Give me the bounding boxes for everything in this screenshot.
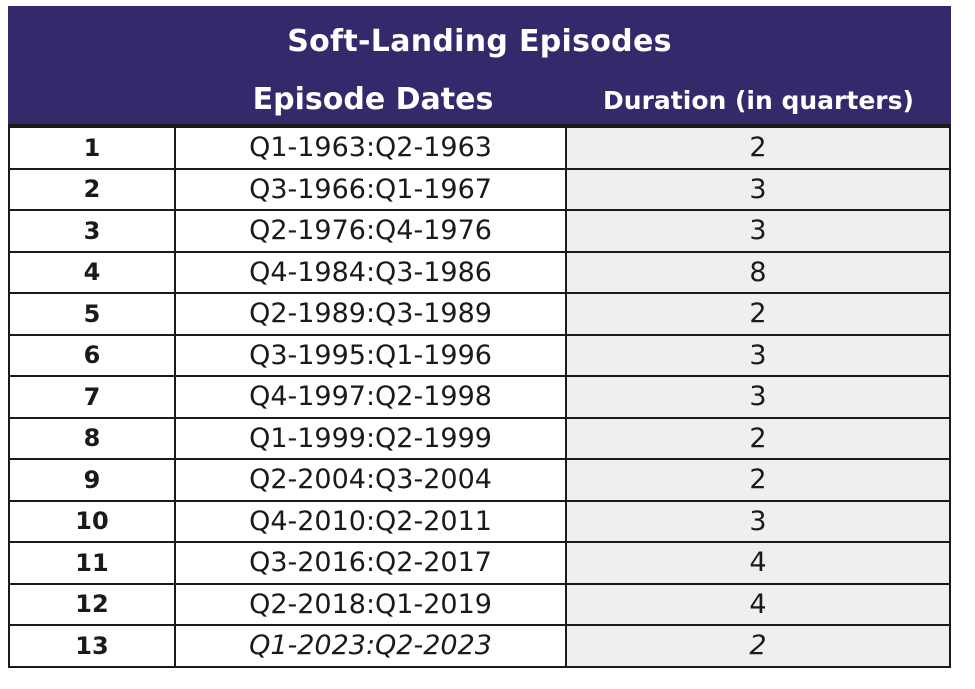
- episode-number-cell: 6: [8, 333, 176, 377]
- episode-number-cell: 3: [8, 209, 176, 253]
- episodes-table-body: 1 Q1-1963:Q2-1963 2 2 Q3-1966:Q1-1967 3 3 Q2-19…: [8, 126, 951, 668]
- soft-landing-table: Soft-Landing Episodes Episode Dates Dura…: [8, 6, 951, 668]
- episode-dates-cell: Q4-1984:Q3-1986: [174, 250, 567, 294]
- table-header: Soft-Landing Episodes Episode Dates Dura…: [8, 6, 951, 126]
- duration-cell: 2: [565, 458, 951, 502]
- duration-cell: 3: [565, 375, 951, 419]
- table-row: 8 Q1-1999:Q2-1999 2: [8, 416, 951, 460]
- episode-number-cell: 11: [8, 541, 176, 585]
- table-title: Soft-Landing Episodes: [287, 24, 672, 59]
- episode-dates-cell: Q3-1966:Q1-1967: [174, 167, 567, 211]
- episode-number-cell: 2: [8, 167, 176, 211]
- table-row: 4 Q4-1984:Q3-1986 8: [8, 250, 951, 294]
- episode-number-cell: 9: [8, 458, 176, 502]
- episode-number-cell: 8: [8, 416, 176, 460]
- episode-number-cell: 7: [8, 375, 176, 419]
- duration-cell: 4: [565, 582, 951, 626]
- table-row: 11 Q3-2016:Q2-2017 4: [8, 541, 951, 585]
- episode-number-cell: 5: [8, 292, 176, 336]
- table-row: 12 Q2-2018:Q1-2019 4: [8, 582, 951, 626]
- column-header-episode-dates: Episode Dates: [252, 82, 494, 117]
- episode-dates-cell: Q4-2010:Q2-2011: [174, 499, 567, 543]
- episode-number-cell: 4: [8, 250, 176, 294]
- episode-number-cell: 1: [8, 126, 176, 170]
- episode-dates-cell: Q3-1995:Q1-1996: [174, 333, 567, 377]
- duration-cell: 3: [565, 167, 951, 211]
- table-row: 5 Q2-1989:Q3-1989 2: [8, 292, 951, 336]
- duration-cell: 2: [565, 126, 951, 170]
- column-header-duration: Duration (in quarters): [603, 86, 914, 115]
- episode-dates-cell: Q1-1963:Q2-1963: [174, 126, 567, 170]
- table-row: 10 Q4-2010:Q2-2011 3: [8, 499, 951, 543]
- table-row: 2 Q3-1966:Q1-1967 3: [8, 167, 951, 211]
- episode-dates-cell: Q1-1999:Q2-1999: [174, 416, 567, 460]
- duration-cell: 2: [565, 624, 951, 668]
- episode-dates-cell: Q2-1989:Q3-1989: [174, 292, 567, 336]
- episode-dates-cell: Q4-1997:Q2-1998: [174, 375, 567, 419]
- duration-cell: 4: [565, 541, 951, 585]
- episode-number-cell: 10: [8, 499, 176, 543]
- episode-dates-cell: Q2-1976:Q4-1976: [174, 209, 567, 253]
- duration-cell: 3: [565, 499, 951, 543]
- duration-cell: 2: [565, 416, 951, 460]
- table-row: 13 Q1-2023:Q2-2023 2: [8, 624, 951, 668]
- episode-number-cell: 12: [8, 582, 176, 626]
- episode-dates-cell: Q3-2016:Q2-2017: [174, 541, 567, 585]
- table-row: 6 Q3-1995:Q1-1996 3: [8, 333, 951, 377]
- episode-number-cell: 13: [8, 624, 176, 668]
- table-row: 9 Q2-2004:Q3-2004 2: [8, 458, 951, 502]
- duration-cell: 8: [565, 250, 951, 294]
- episode-dates-cell: Q1-2023:Q2-2023: [174, 624, 567, 668]
- episode-dates-cell: Q2-2018:Q1-2019: [174, 582, 567, 626]
- duration-cell: 2: [565, 292, 951, 336]
- table-row: 3 Q2-1976:Q4-1976 3: [8, 209, 951, 253]
- duration-cell: 3: [565, 333, 951, 377]
- duration-cell: 3: [565, 209, 951, 253]
- table-row: 1 Q1-1963:Q2-1963 2: [8, 126, 951, 170]
- table-row: 7 Q4-1997:Q2-1998 3: [8, 375, 951, 419]
- episode-dates-cell: Q2-2004:Q3-2004: [174, 458, 567, 502]
